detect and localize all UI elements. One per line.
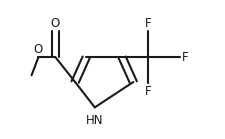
Text: F: F (144, 17, 151, 30)
Text: O: O (51, 17, 60, 30)
Text: O: O (34, 43, 43, 56)
Text: F: F (182, 51, 189, 64)
Text: F: F (144, 85, 151, 98)
Text: HN: HN (86, 114, 104, 127)
